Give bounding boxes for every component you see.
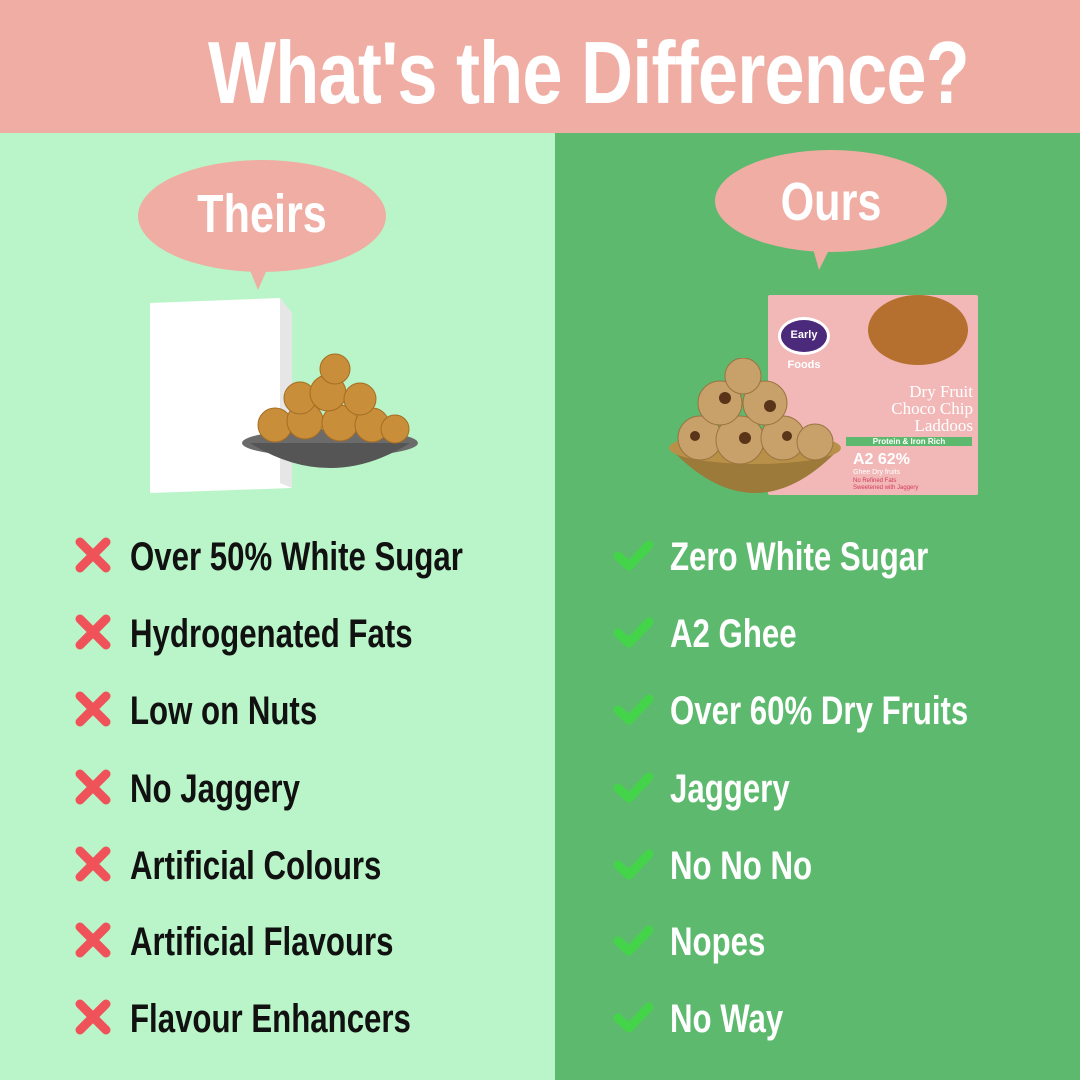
list-item: No No No (612, 841, 852, 891)
page-title: What's the Difference? (208, 23, 970, 122)
ours-speech-bubble (715, 150, 947, 252)
list-item: Over 60% Dry Fruits (612, 686, 1052, 736)
product-name: Laddoos (914, 416, 973, 435)
list-item-text: Zero White Sugar (670, 534, 929, 579)
ours-panel: Ours Early Foods Dry Fruit Choco Chip La… (555, 133, 1080, 1080)
list-item: No Way (612, 994, 815, 1044)
check-icon (612, 688, 654, 735)
theirs-label: Theirs (197, 184, 327, 244)
list-item-text: Jaggery (670, 766, 790, 811)
cross-icon (72, 766, 114, 813)
list-item-text: Flavour Enhancers (130, 996, 411, 1041)
check-icon (612, 996, 654, 1043)
list-item-text: Over 50% White Sugar (130, 534, 463, 579)
list-item-text: Low on Nuts (130, 688, 318, 733)
list-item-text: A2 Ghee (670, 611, 797, 656)
list-item: No Jaggery (72, 764, 348, 814)
list-item-text: Hydrogenated Fats (130, 611, 413, 656)
list-item: A2 Ghee (612, 609, 832, 659)
list-item: Zero White Sugar (612, 532, 1001, 582)
stat-a2: A2 (853, 451, 874, 468)
list-item: Low on Nuts (72, 686, 370, 736)
product-name: Choco Chip (891, 399, 973, 418)
cross-icon (72, 534, 114, 581)
check-icon (612, 843, 654, 890)
check-icon (612, 766, 654, 813)
product-tag: Protein & Iron Rich (846, 437, 972, 446)
list-item: Over 50% White Sugar (72, 532, 557, 582)
list-item: Hydrogenated Fats (72, 609, 492, 659)
cross-icon (72, 688, 114, 735)
list-item: Artificial Flavours (72, 917, 468, 967)
stat-62: 62% (877, 451, 910, 468)
header-banner: What's the Difference? (0, 0, 1080, 133)
product-name: Dry Fruit (909, 382, 973, 401)
theirs-panel: Theirs Over 50% White Sugar Hydrogenated … (0, 133, 555, 1080)
bubble-tail (245, 258, 272, 290)
cross-icon (72, 611, 114, 658)
theirs-speech-bubble (138, 160, 386, 272)
list-item-text: No Jaggery (130, 766, 300, 811)
cross-icon (72, 996, 114, 1043)
list-item-text: No Way (670, 996, 784, 1041)
stat-label: Dry fruits (872, 469, 901, 476)
list-item-text: Artificial Colours (130, 843, 382, 888)
ours-label: Ours (780, 172, 882, 232)
list-item-text: Nopes (670, 919, 766, 964)
check-icon (612, 534, 654, 581)
list-item-text: Over 60% Dry Fruits (670, 688, 969, 733)
list-item: Artificial Colours (72, 841, 452, 891)
check-icon (612, 611, 654, 658)
cross-icon (72, 919, 114, 966)
list-item-text: No No No (670, 843, 813, 888)
list-item: Nopes (612, 917, 792, 967)
list-item-text: Artificial Flavours (130, 919, 394, 964)
cross-icon (72, 843, 114, 890)
product-note: Sweetened with Jaggery (853, 485, 919, 491)
list-item: Jaggery (612, 764, 823, 814)
stat-label: Ghee (853, 469, 871, 476)
check-icon (612, 919, 654, 966)
laddoo-bowl-image (669, 358, 841, 493)
generic-laddoo-box-image (150, 298, 418, 493)
bubble-tail (810, 238, 835, 270)
product-note: No Refined Fats (853, 478, 897, 484)
list-item: Flavour Enhancers (72, 994, 490, 1044)
brand-logo: Early Foods (778, 317, 830, 371)
